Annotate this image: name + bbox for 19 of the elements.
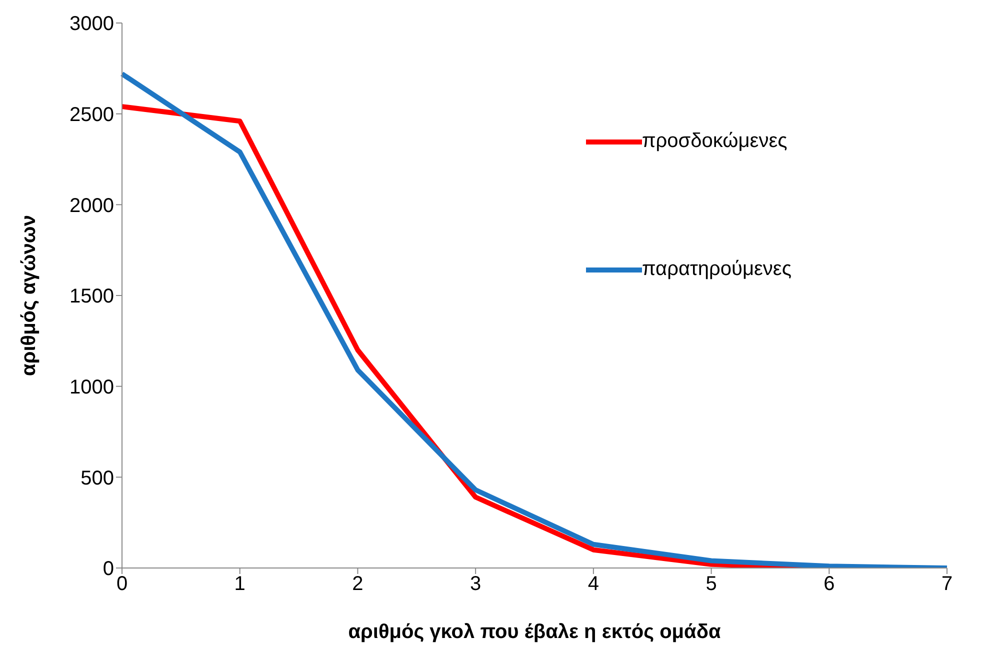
y-tick-label: 2000 [70, 194, 114, 217]
y-tick-label: 1500 [70, 286, 114, 308]
y-tick-label: 3000 [70, 13, 114, 36]
y-tick-label: 500 [80, 467, 114, 490]
x-tick-label: 6 [824, 573, 835, 596]
x-tick-label: 0 [116, 573, 128, 596]
x-tick-label: 4 [588, 573, 599, 596]
y-tick-label: 0 [102, 558, 114, 580]
y-tick-label: 2500 [70, 104, 114, 126]
x-tick-label: 5 [706, 573, 717, 596]
y-tick-label: 1000 [70, 376, 114, 398]
x-tick-label: 7 [941, 573, 953, 596]
legend-label: παρατηρούμενες [642, 258, 792, 281]
x-axis-title: αριθμός γκολ που έβαλε η εκτός ομάδα [348, 621, 722, 643]
y-axis-title: αριθμός αγώνων [18, 215, 40, 376]
legend-label: προσδοκώμενες [642, 130, 788, 153]
x-tick-label: 1 [234, 573, 246, 596]
x-tick-label: 3 [470, 573, 482, 596]
x-tick-label: 2 [352, 573, 364, 596]
